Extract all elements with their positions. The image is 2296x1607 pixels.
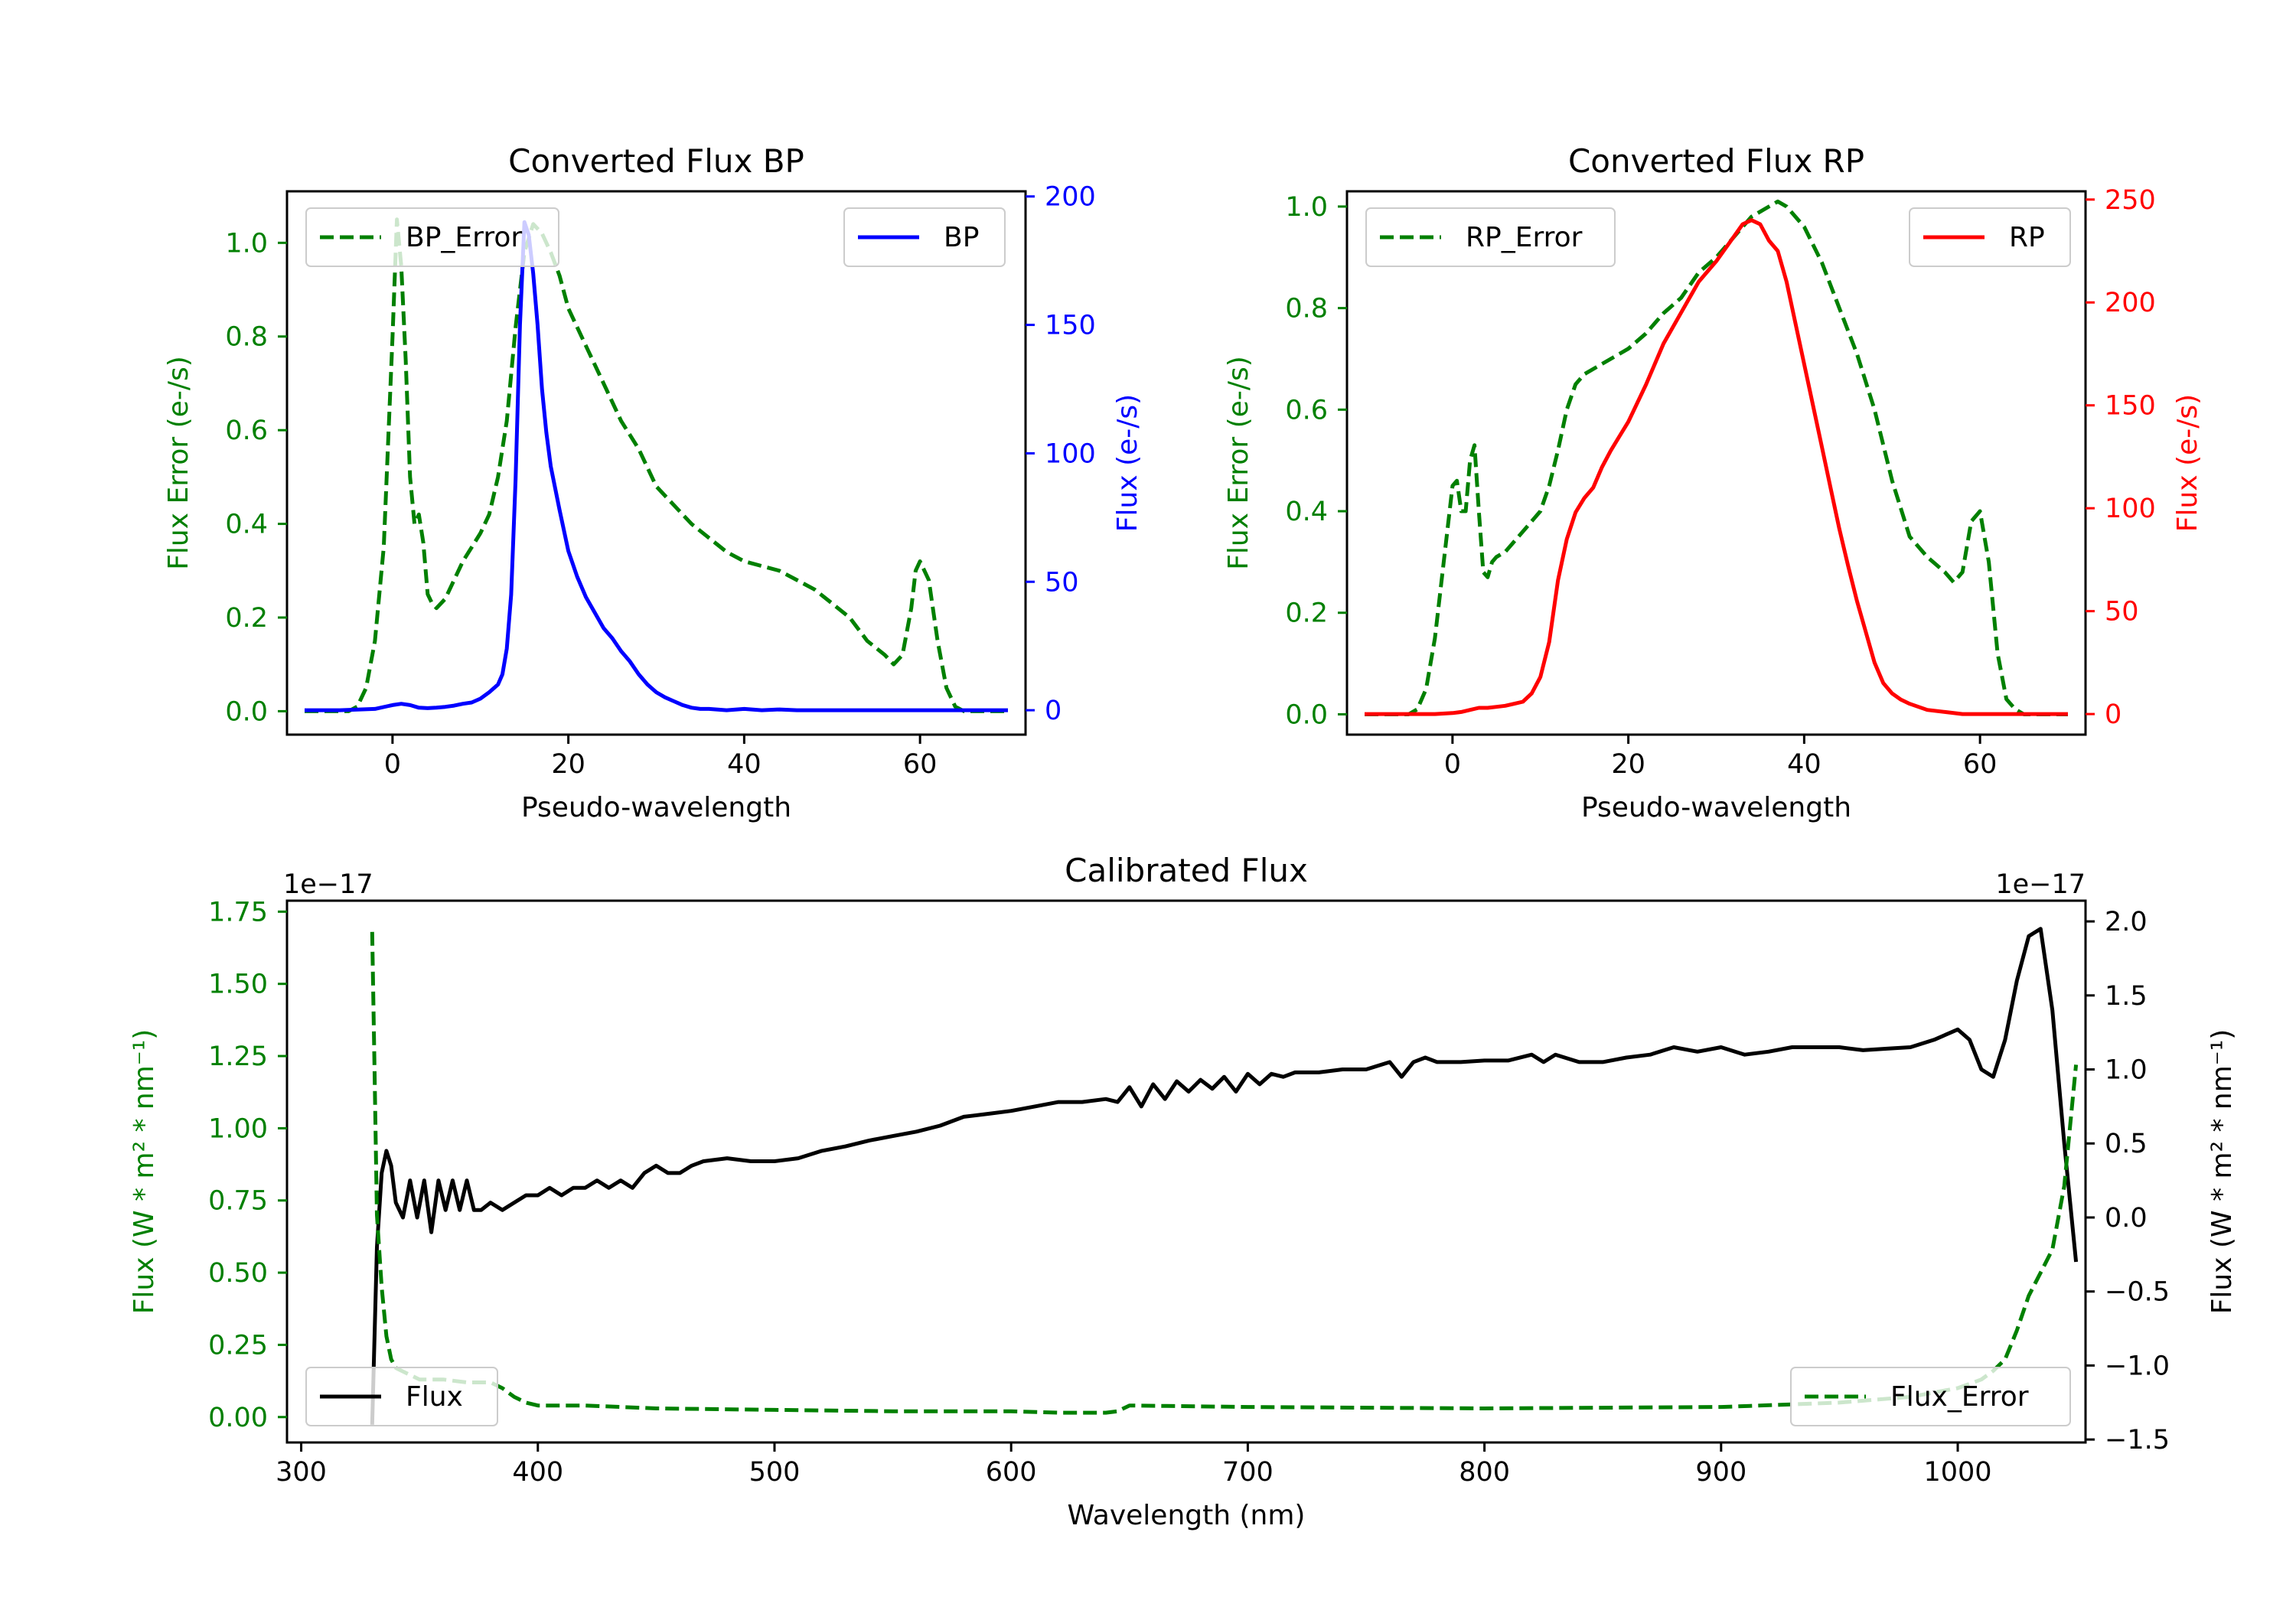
y-left-tick-label: 0.0 [225,696,268,727]
y-left-axis-label: Flux (W * m² * nm⁻¹) [129,1029,160,1315]
y-left-tick-label: 0.8 [225,322,268,353]
x-tick-label: 60 [903,749,938,780]
x-tick-label: 0 [384,749,401,780]
x-tick-label: 40 [727,749,762,780]
axes-frame [285,190,1027,736]
x-tick-label: 60 [1963,749,1998,780]
y-right-tick-label: 0 [1045,696,1062,726]
y-right-tick-label: 150 [2105,391,2156,422]
y-right-tick-label: 0.5 [2105,1129,2148,1159]
y-left-tick-label: 1.50 [208,970,268,1000]
legend-label: BP_Error [406,222,522,253]
x-axis-label: Pseudo-wavelength [1581,792,1851,823]
y-left-tick-label: 1.00 [208,1113,268,1144]
y-right-offset-label: 1e−17 [1995,869,2086,900]
x-tick-label: 900 [1695,1457,1746,1488]
y-right-tick-label: 150 [1045,311,1096,341]
legend-label: RP_Error [1466,222,1583,253]
series-line-flux [370,927,2079,1425]
x-tick-label: 0 [1444,749,1461,780]
chart-title: Converted Flux BP [508,142,804,180]
x-tick-label: 700 [1222,1457,1274,1488]
x-tick-label: 400 [512,1457,563,1488]
legend-label: RP [2009,222,2045,253]
y-right-tick-label: 1.0 [2105,1055,2148,1086]
y-right-axis-label: Flux (W * m² * nm⁻¹) [2206,1029,2238,1315]
y-left-axis-label: Flux Error (e-/s) [163,356,194,570]
panel-calibrated-flux: Calibrated Flux 300 400 500 600 700 800 900 1000… [129,852,2238,1531]
y-right-tick-label: 1.5 [2105,981,2148,1012]
y-right-tick-label: −1.0 [2105,1351,2170,1381]
y-left-tick-label: 1.75 [208,897,268,927]
y-left-tick-label: 0.2 [1285,598,1328,629]
legend-label: BP [944,222,979,253]
y-right-axis-label: Flux (e-/s) [1112,394,1143,532]
y-right-tick-label: 100 [2105,494,2156,524]
series-line-rp-error [1365,199,2068,716]
y-left-tick-label: 0.75 [208,1186,268,1217]
legend: RP_Error [1365,207,1616,267]
y-left-tick-label: 1.0 [225,228,268,259]
legend: BP_Error [305,207,559,267]
legend-label: Flux_Error [1890,1381,2029,1413]
y-right-tick-label: 100 [1045,438,1096,469]
y-left-tick-label: 0.6 [225,416,268,446]
y-left-tick-label: 0.00 [208,1403,268,1433]
y-right-tick-label: −1.5 [2105,1425,2170,1455]
y-right-tick-label: 50 [2105,597,2139,627]
legend: RP [1909,207,2071,267]
y-left-tick-label: 1.0 [1285,192,1328,223]
series-line-bp-error [305,217,1008,713]
y-right-tick-label: 0 [2105,699,2122,730]
x-tick-label: 1000 [1923,1457,1991,1488]
x-tick-label: 40 [1787,749,1821,780]
chart-title: Calibrated Flux [1065,852,1308,889]
panel-converted-flux-rp: Converted Flux RP 0 20 40 60 Pseudo-wavelengt… [1223,142,2203,823]
axes-frame [1345,190,2087,736]
legend: BP [843,207,1006,267]
x-axis-label: Pseudo-wavelength [521,792,791,823]
y-left-tick-label: 0.6 [1285,395,1328,425]
y-left-offset-label: 1e−17 [283,869,373,900]
y-left-tick-label: 0.25 [208,1330,268,1361]
y-right-tick-label: −0.5 [2105,1277,2170,1308]
series-line-bp [305,220,1008,712]
y-right-tick-label: 250 [2105,185,2156,216]
x-tick-label: 20 [1611,749,1645,780]
x-tick-label: 500 [749,1457,801,1488]
x-axis-label: Wavelength (nm) [1068,1500,1306,1531]
y-left-tick-label: 0.8 [1285,294,1328,324]
y-right-tick-label: 50 [1045,567,1079,598]
panel-converted-flux-bp: Converted Flux BP 0 20 40 60 Pseudo-wavelengt… [163,142,1143,823]
x-tick-label: 800 [1459,1457,1510,1488]
x-tick-label: 300 [276,1457,327,1488]
y-right-tick-label: 200 [1045,182,1096,213]
y-left-tick-label: 1.25 [208,1041,268,1072]
legend: Flux_Error [1790,1367,2071,1426]
legend: Flux [305,1367,498,1426]
x-tick-label: 20 [551,749,585,780]
y-left-axis-label: Flux Error (e-/s) [1223,356,1254,570]
y-left-tick-label: 0.4 [1285,497,1328,527]
y-right-axis-label: Flux (e-/s) [2172,394,2203,532]
y-left-tick-label: 0.2 [225,603,268,634]
series-line-rp [1365,218,2068,716]
y-left-tick-label: 0.4 [225,510,268,540]
y-left-tick-label: 0.50 [208,1258,268,1289]
axes-frame [285,899,2087,1444]
y-right-tick-label: 0.0 [2105,1203,2148,1234]
y-right-tick-label: 200 [2105,288,2156,318]
y-left-tick-label: 0.0 [1285,699,1328,730]
legend-label: Flux [406,1381,463,1413]
x-tick-label: 600 [986,1457,1037,1488]
chart-title: Converted Flux RP [1568,142,1864,180]
y-right-tick-label: 2.0 [2105,907,2148,937]
